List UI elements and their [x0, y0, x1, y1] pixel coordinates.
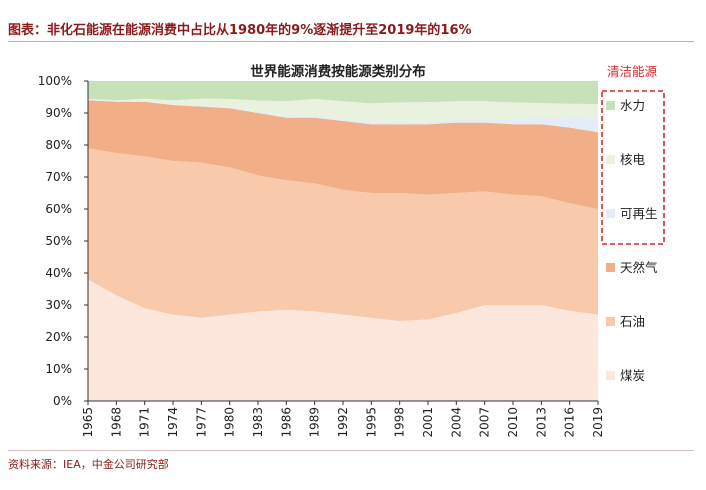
clean-energy-label: 清洁能源 — [607, 64, 658, 79]
area-oil — [88, 148, 598, 321]
x-tick-label: 1965 — [81, 407, 95, 438]
y-tick-label: 20% — [45, 330, 72, 344]
header-divider — [8, 41, 694, 42]
y-tick-label: 90% — [45, 106, 72, 120]
x-tick-label: 2004 — [449, 407, 463, 438]
legend-label-coal: 煤炭 — [620, 368, 645, 383]
y-tick-label: 30% — [45, 298, 72, 312]
y-tick-label: 80% — [45, 138, 72, 152]
legend-label-oil: 石油 — [620, 314, 645, 329]
x-tick-label: 1980 — [223, 407, 237, 438]
x-tick-label: 2019 — [591, 407, 605, 438]
legend-swatch-gas — [606, 263, 615, 272]
y-tick-label: 10% — [45, 362, 72, 376]
legend-swatch-oil — [606, 317, 615, 326]
x-tick-label: 1986 — [279, 407, 293, 438]
area-layers — [88, 81, 598, 401]
legend-swatch-renewables — [606, 209, 615, 218]
area-hydro — [88, 81, 598, 104]
x-tick-label: 1971 — [138, 407, 152, 438]
y-tick-label: 50% — [45, 234, 72, 248]
x-tick-label: 1995 — [364, 407, 378, 438]
legend-label-hydro: 水力 — [620, 98, 645, 113]
y-tick-label: 40% — [45, 266, 72, 280]
legend-label-nuclear: 核电 — [620, 152, 646, 167]
x-axis-ticks: 1965 1968 1971 1974 1977 1980 1983 1986 1989 1992… — [81, 401, 605, 438]
x-tick-label: 1983 — [251, 407, 265, 438]
clean-energy-box — [601, 90, 665, 245]
y-axis-ticks: 0% 10% 20% 30% 40% 50% 60% 70% 80% 90% 100% — [38, 74, 88, 408]
legend-label-gas: 天然气 — [620, 260, 658, 275]
x-tick-label: 1992 — [336, 407, 350, 438]
y-tick-label: 100% — [38, 74, 72, 88]
area-gas — [88, 100, 598, 209]
chart-title: 世界能源消费按能源类别分布 — [250, 63, 426, 80]
x-tick-label: 2016 — [563, 407, 577, 438]
y-tick-label: 70% — [45, 170, 72, 184]
legend-label-renewables: 可再生 — [620, 206, 658, 221]
x-tick-label: 1974 — [166, 407, 180, 438]
area-nuclear — [88, 98, 598, 123]
legend-swatch-hydro — [606, 101, 615, 110]
x-tick-label: 1977 — [194, 407, 208, 438]
legend-swatch-coal — [606, 371, 615, 380]
x-tick-label: 2007 — [478, 407, 492, 438]
header-title: 图表：非化石能源在能源消费中占比从1980年的9%逐渐提升至2019年的16% — [8, 23, 472, 38]
y-tick-label: 0% — [53, 394, 72, 408]
source-note: 资料来源：IEA，中金公司研究部 — [8, 458, 169, 471]
x-tick-label: 1989 — [308, 407, 322, 438]
area-coal — [88, 279, 598, 401]
stacked-area-chart: 世界能源消费按能源类别分布 0% 10% 20% 30% 40% 50% 60% 70% 80%… — [38, 63, 665, 438]
legend-swatch-nuclear — [606, 155, 615, 164]
x-tick-label: 1998 — [393, 407, 407, 438]
x-tick-label: 2013 — [534, 407, 548, 438]
footer-divider — [8, 450, 694, 451]
x-tick-label: 2010 — [506, 407, 520, 438]
x-tick-label: 1968 — [109, 407, 123, 438]
y-tick-label: 60% — [45, 202, 72, 216]
x-tick-label: 2001 — [421, 407, 435, 438]
